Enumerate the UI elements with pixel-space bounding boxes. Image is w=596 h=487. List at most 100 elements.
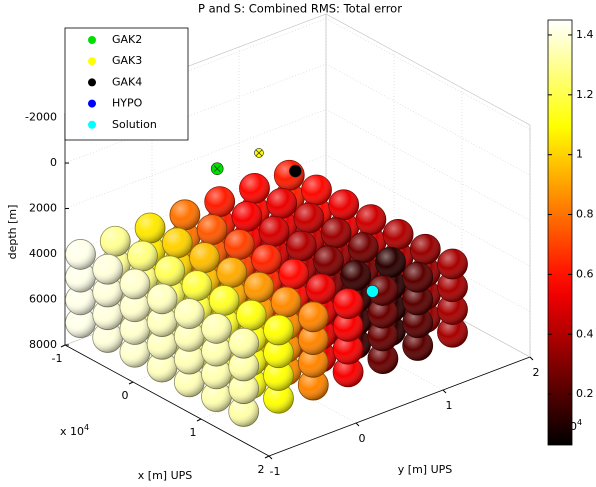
colorbar-tick-label: 0.2 [576, 387, 594, 400]
cloud-point [223, 229, 255, 260]
cloud-point [216, 257, 248, 288]
legend-label: HYPO [112, 97, 143, 110]
cloud-point [347, 232, 379, 264]
x-tick [128, 381, 134, 385]
legend-box [64, 27, 189, 141]
x-tick-label: -1 [52, 352, 63, 365]
station-marker [289, 164, 302, 178]
station-marker [366, 285, 379, 298]
colorbar-tick-label: 1.4 [576, 28, 594, 41]
x-tick [196, 418, 202, 422]
x-tick [60, 344, 66, 348]
cloud-point [266, 187, 298, 219]
y-tick-label: -1 [270, 465, 281, 478]
y-axis-line [268, 356, 531, 457]
cloud-point [409, 233, 441, 265]
overlay [210, 148, 379, 298]
point-cloud [65, 159, 468, 427]
cloud-point [146, 283, 178, 315]
cloud-point [328, 189, 360, 221]
legend-marker [88, 78, 96, 87]
cloud-point [305, 273, 337, 305]
colorbar-tick-label: 0.6 [576, 267, 594, 280]
cloud-point [402, 261, 434, 293]
grid-line [325, 18, 531, 130]
y-tick [355, 422, 360, 427]
cloud-point [278, 258, 310, 290]
cloud-point [204, 186, 236, 218]
station-cross [213, 165, 221, 173]
cloud-point [189, 242, 220, 274]
legend: GAK2 GAK3 GAK4 HYPO Solution [88, 33, 157, 131]
cloud-point [231, 201, 263, 232]
cloud-point [285, 230, 317, 262]
cloud-point [301, 174, 332, 206]
cloud-point [181, 270, 213, 302]
cloud-point [208, 285, 240, 316]
colorbar-tick-label: 1 [576, 148, 583, 161]
x-exponent-power: 4 [84, 423, 89, 432]
legend-label: GAK2 [112, 33, 142, 46]
z-tick-label: 0 [50, 156, 57, 169]
legend-marker [88, 120, 96, 129]
legend-label: Solution [112, 118, 157, 131]
legend-marker [88, 36, 96, 44]
z-axis-label: depth [m] [6, 205, 19, 260]
z-tick-label: -2000 [25, 111, 57, 124]
x-tick [264, 455, 270, 459]
colorbar-tick-label: 0.8 [576, 208, 594, 221]
chart-title: P and S: Combined RMS: Total error [198, 2, 402, 16]
cloud-point [169, 199, 201, 231]
colorbar-tick-label: 0.4 [576, 327, 594, 340]
legend-label: GAK3 [112, 54, 142, 67]
cloud-point [161, 227, 193, 259]
station-cross [255, 149, 263, 157]
cloud-point [258, 215, 290, 247]
cloud-point [134, 212, 166, 244]
y-tick-label: 2 [533, 366, 540, 379]
x-exponent-base: x 10 [60, 425, 84, 438]
cloud-point [270, 286, 302, 318]
z-tick-label: 6000 [29, 293, 57, 306]
cloud-point [99, 225, 131, 257]
cloud-point [119, 268, 151, 300]
cloud-point [228, 327, 260, 359]
cloud-point [375, 247, 406, 278]
cloud-point [320, 217, 352, 249]
cloud-point [340, 260, 372, 292]
colorbar-gradient [547, 19, 573, 446]
y-exponent-power: 4 [577, 418, 582, 427]
z-tick-label: 2000 [29, 202, 57, 215]
x-axis-line [64, 344, 270, 457]
legend-marker [88, 57, 96, 66]
y-axis-label: y [m] UPS [398, 463, 452, 476]
z-tick-label: 4000 [29, 247, 57, 260]
cloud-point [251, 243, 282, 275]
x-exponent: x 104 [60, 423, 89, 439]
x-tick-label: 2 [258, 463, 265, 476]
cloud-point [173, 298, 205, 330]
cloud-point [154, 255, 186, 287]
cloud-point [92, 253, 124, 285]
cloud-point [127, 240, 158, 272]
y-tick [529, 356, 534, 361]
legend-marker [88, 99, 96, 108]
y-tick [268, 455, 273, 460]
legend-label: GAK4 [112, 75, 142, 88]
cloud-point [196, 214, 228, 246]
cloud-point [243, 271, 275, 303]
cloud-point [235, 299, 267, 331]
x-axis-label: x [m] UPS [138, 469, 192, 482]
grid-line [325, 63, 531, 176]
cloud-point [201, 313, 232, 344]
cloud-point [293, 202, 325, 234]
cloud-point [263, 314, 294, 346]
cloud-point [355, 204, 387, 236]
cloud-point [382, 219, 414, 250]
x-tick-label: 0 [122, 389, 129, 402]
cloud-point [65, 239, 96, 270]
cloud-point [239, 173, 270, 204]
z-tick-label: 8000 [29, 338, 57, 351]
box-edge [325, 13, 531, 126]
